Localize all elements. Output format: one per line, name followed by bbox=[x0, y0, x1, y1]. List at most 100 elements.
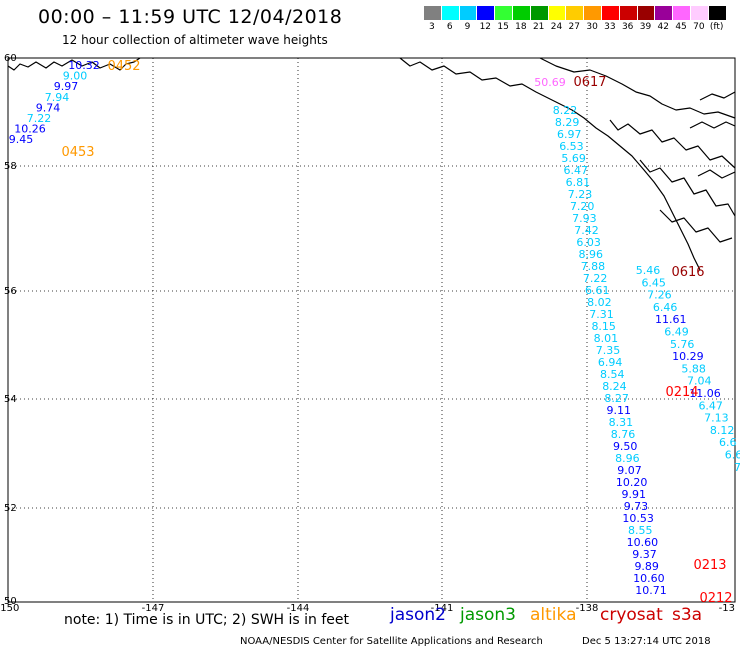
wave-height-value: 10.60 bbox=[627, 536, 659, 549]
longitude-label: -144 bbox=[287, 603, 310, 614]
longitude-label: -147 bbox=[142, 603, 165, 614]
coastline-islands bbox=[609, 119, 736, 169]
color-scale-label: 15 bbox=[497, 22, 509, 32]
color-swatch bbox=[458, 6, 477, 20]
color-swatch bbox=[672, 6, 690, 20]
wave-height-value: 7.20 bbox=[570, 200, 595, 213]
wave-height-value: 6.53 bbox=[559, 140, 584, 153]
wave-height-value: 6.6 bbox=[719, 436, 737, 449]
wave-height-value: 9.50 bbox=[613, 440, 638, 453]
color-scale: 3 6 9 12 15 18 21 24 27 30 33 36 39 42 45 70 (ft) bbox=[423, 6, 726, 32]
color-swatch bbox=[476, 6, 495, 20]
wave-height-value: 9.91 bbox=[622, 488, 647, 501]
wave-height-value: 8.76 bbox=[611, 428, 636, 441]
wave-height-value: 8.15 bbox=[591, 320, 616, 333]
wave-height-value: 8.01 bbox=[594, 332, 619, 345]
color-swatch bbox=[707, 6, 726, 20]
wave-height-value: 8.22 bbox=[553, 104, 578, 117]
wave-height-value: 7.31 bbox=[589, 308, 614, 321]
wave-height-value: 6.03 bbox=[576, 236, 601, 249]
wave-height-value: 10.29 bbox=[672, 350, 704, 363]
wave-height-value: 8.54 bbox=[600, 368, 625, 381]
color-swatch bbox=[529, 6, 548, 20]
latitude-label: 50 bbox=[4, 596, 17, 607]
pass-time-label: 0213 bbox=[693, 558, 726, 573]
longitude-label: -150 bbox=[0, 603, 19, 614]
wave-height-value: 7.23 bbox=[568, 188, 593, 201]
color-scale-label: 18 bbox=[515, 22, 527, 32]
wave-height-value: 8.31 bbox=[609, 416, 634, 429]
pass-time-label: 0617 bbox=[573, 75, 606, 90]
wave-height-value: 10.20 bbox=[616, 476, 648, 489]
color-swatch bbox=[440, 6, 459, 20]
pass-time-label: 0616 bbox=[671, 265, 704, 280]
color-scale-labels: 3 6 9 12 15 18 21 24 27 30 33 36 39 42 45 70 (ft) bbox=[423, 22, 726, 32]
coastline-inner-channel bbox=[659, 209, 733, 243]
wave-height-value: 10.32 bbox=[68, 59, 100, 72]
wave-height-value: 7.35 bbox=[596, 344, 621, 357]
wave-height-value: 6.47 bbox=[564, 164, 589, 177]
wave-height-value: 6.61 bbox=[585, 284, 610, 297]
wave-height-value: 8.12 bbox=[710, 424, 735, 437]
wave-height-value: 7.42 bbox=[574, 224, 599, 237]
coastline-islands-south bbox=[639, 159, 736, 217]
color-scale-label: 70 bbox=[693, 22, 705, 32]
wave-height-value: 6.47 bbox=[698, 399, 723, 412]
legend-entry-s3a: s3a bbox=[672, 605, 703, 625]
legend-entry-cryosat: cryosat bbox=[600, 605, 663, 625]
wave-height-value: 10.71 bbox=[635, 584, 667, 597]
wave-height-value: 6.49 bbox=[664, 326, 689, 339]
wave-height-value: 9.37 bbox=[632, 548, 657, 561]
color-scale-label: 36 bbox=[621, 22, 634, 32]
wave-height-value: 7.13 bbox=[704, 412, 729, 425]
wave-height-value: 9.97 bbox=[54, 80, 79, 93]
wave-height-value: 9.00 bbox=[63, 70, 88, 83]
color-scale-label: 24 bbox=[550, 22, 563, 32]
color-scale-label: 21 bbox=[532, 22, 545, 32]
wave-height-value: 6.6 bbox=[725, 449, 740, 462]
wave-height-value: 6.81 bbox=[566, 176, 591, 189]
wave-height-value: 7.94 bbox=[45, 91, 70, 104]
wave-height-value: 7.26 bbox=[647, 289, 672, 302]
color-swatch bbox=[583, 6, 601, 20]
footnote: note: 1) Time is in UTC; 2) SWH is in fe… bbox=[64, 612, 350, 628]
wave-height-value: 7.04 bbox=[687, 375, 712, 388]
longitude-label: -141 bbox=[431, 603, 454, 614]
wave-height-value: 8.27 bbox=[604, 392, 629, 405]
wave-height-value: 50.69 bbox=[534, 76, 566, 89]
latitude-labels: 60 58 56 54 52 50 bbox=[4, 53, 17, 607]
wave-height-value: 5.46 bbox=[636, 264, 661, 277]
color-swatch bbox=[600, 6, 619, 20]
wave-height-value: 8.02 bbox=[587, 296, 612, 309]
color-scale-label: 45 bbox=[675, 22, 687, 32]
longitude-label: -138 bbox=[576, 603, 599, 614]
color-swatch bbox=[689, 6, 708, 20]
coastline-alaska-panhandle bbox=[399, 57, 701, 271]
wave-height-value: 9.45 bbox=[9, 133, 34, 146]
wave-height-value: 9.73 bbox=[624, 500, 649, 513]
page-subtitle: 12 hour collection of altimeter wave hei… bbox=[62, 33, 328, 47]
pass-time-label: 0214 bbox=[665, 385, 698, 400]
wave-height-value: 8.55 bbox=[628, 524, 653, 537]
color-scale-label: (ft) bbox=[709, 22, 724, 32]
wave-height-value: 6.97 bbox=[557, 128, 582, 141]
wave-height-value: 7.88 bbox=[581, 260, 606, 273]
coastline-mainland bbox=[539, 57, 736, 119]
wave-height-value: 8.96 bbox=[579, 248, 604, 261]
color-swatch bbox=[618, 6, 637, 20]
color-scale-label: 39 bbox=[639, 22, 652, 32]
wave-height-value: 5.69 bbox=[561, 152, 586, 165]
coastline-inlets bbox=[689, 91, 736, 179]
longitude-label: -13 bbox=[719, 603, 735, 614]
pass-time-label: 0452 bbox=[107, 59, 140, 74]
latitude-label: 56 bbox=[4, 286, 17, 297]
pass-time-label: 0212 bbox=[699, 591, 732, 606]
coastline-northwest bbox=[7, 57, 141, 71]
legend-entry-jason3: jason3 bbox=[460, 605, 516, 625]
legend-entry-jason2: jason2 bbox=[390, 605, 446, 625]
legend-entry-altika: altika bbox=[530, 605, 577, 625]
color-scale-label: 3 bbox=[429, 22, 435, 32]
wave-height-value: 9.74 bbox=[36, 101, 61, 114]
wave-height-value: 7.22 bbox=[583, 272, 608, 285]
